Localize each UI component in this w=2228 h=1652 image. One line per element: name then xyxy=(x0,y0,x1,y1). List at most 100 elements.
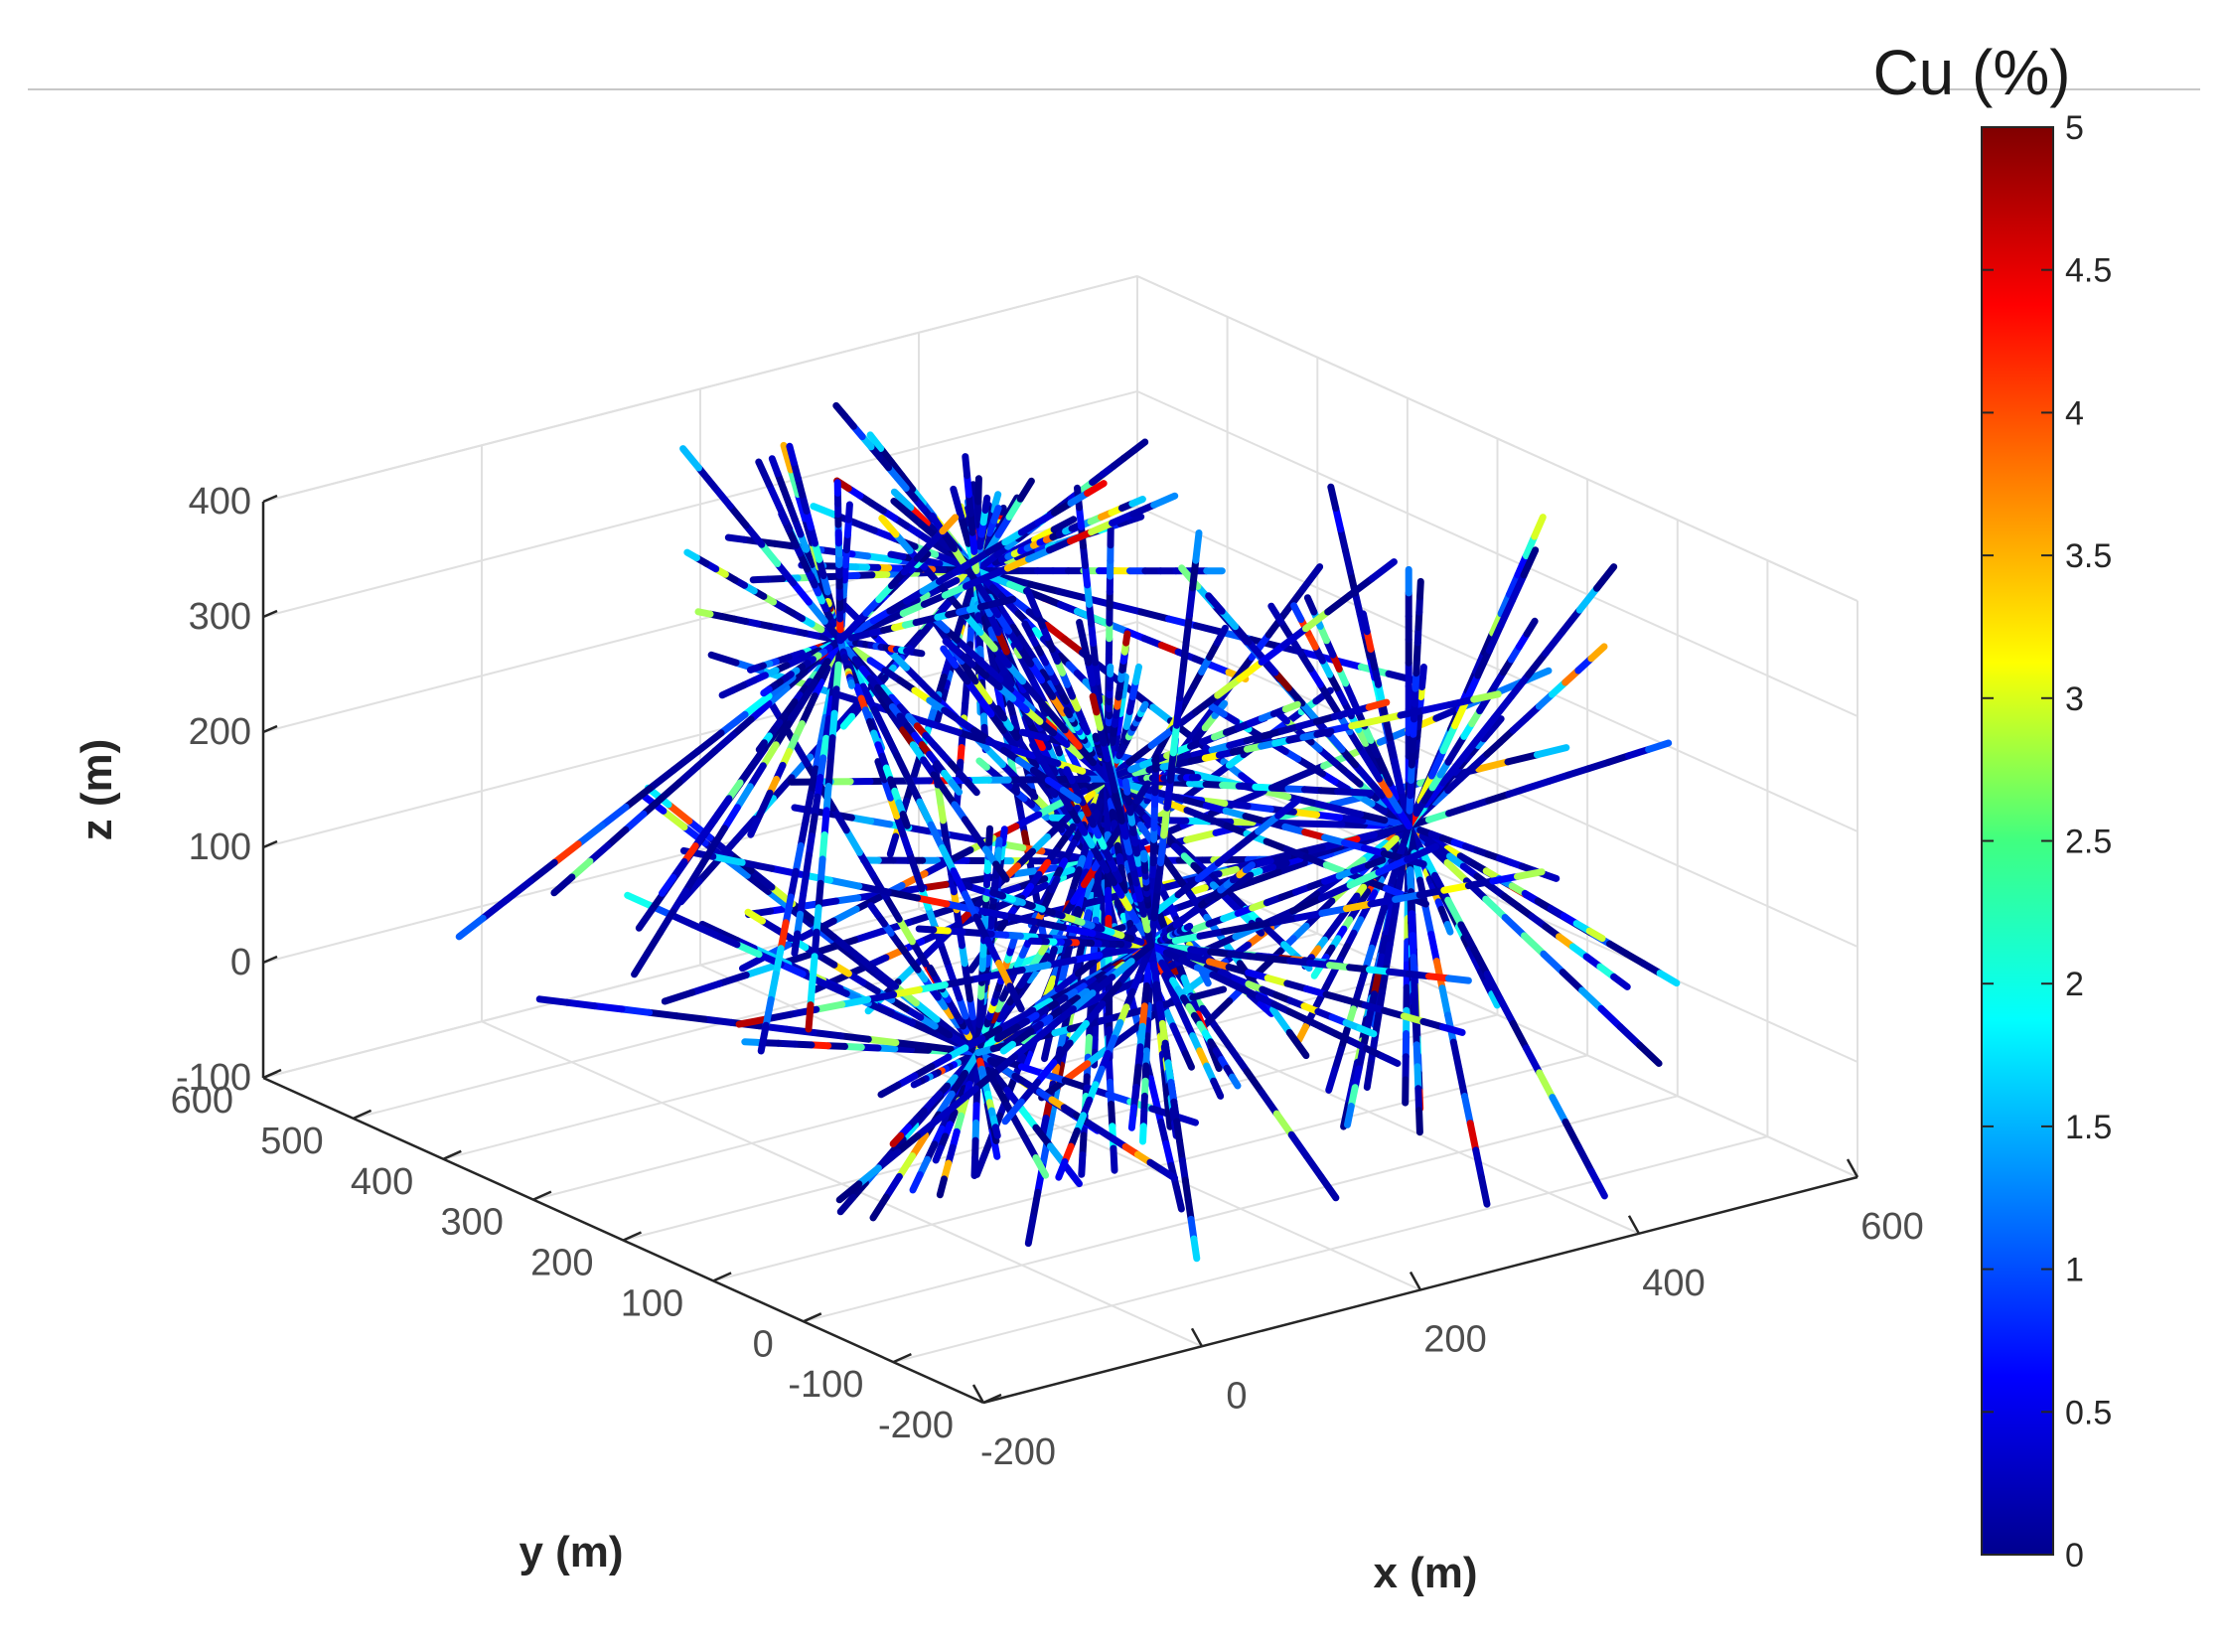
drillhole-segment xyxy=(1523,617,1539,638)
drillhole-segment xyxy=(1130,438,1149,454)
drillhole-segment xyxy=(1342,900,1375,913)
drillhole-segment xyxy=(817,713,829,747)
floor-grid-line xyxy=(893,1135,1768,1364)
drillhole-segment xyxy=(1078,1151,1087,1178)
drillhole-segment xyxy=(1050,516,1078,533)
drillhole-segment xyxy=(1457,921,1478,954)
drillhole-segment xyxy=(777,961,807,977)
drillhole-segment xyxy=(1214,1025,1237,1055)
drillhole-segment xyxy=(1344,1103,1355,1128)
drillhole-segment xyxy=(1129,501,1158,518)
drillhole-segment xyxy=(1444,896,1465,929)
drillhole-segment xyxy=(1509,571,1528,604)
drillhole-segment xyxy=(1561,1118,1582,1150)
drillhole-segment xyxy=(765,674,797,700)
drillhole-segment xyxy=(950,867,968,898)
drillhole-segment xyxy=(742,963,778,978)
drillhole-segment xyxy=(1541,870,1560,882)
drillhole-segment xyxy=(1464,877,1497,890)
drillhole-segment xyxy=(777,919,790,953)
drillhole-segment xyxy=(1497,590,1513,618)
drillhole-segment xyxy=(503,877,534,904)
z-axis-tick xyxy=(262,839,278,849)
drillhole-segment xyxy=(682,866,702,895)
drillhole-segment xyxy=(1029,741,1044,762)
drillhole-segment xyxy=(1564,765,1592,779)
drillhole-segment xyxy=(807,765,819,799)
drillhole-segment xyxy=(1346,574,1376,599)
y-axis-tick xyxy=(353,1109,372,1121)
drillhole-segment xyxy=(1018,728,1051,742)
drillhole-segment xyxy=(850,950,879,974)
drillhole-segment xyxy=(755,739,768,754)
z-tick-label: -100 xyxy=(176,1057,251,1099)
y-tick-label: 300 xyxy=(440,1202,503,1244)
drillhole-segment xyxy=(695,856,722,885)
drillhole-segment xyxy=(1293,820,1323,827)
drillhole-segment xyxy=(941,976,974,988)
drillhole-segment xyxy=(1455,1065,1468,1100)
drillhole-segment xyxy=(1018,962,1052,974)
drillhole-segment xyxy=(1378,1052,1402,1067)
drillhole-segment xyxy=(1223,822,1251,837)
drillhole-segment xyxy=(1156,831,1168,867)
drillhole-segment xyxy=(1015,777,1039,801)
drillhole-segment xyxy=(1230,871,1255,890)
drillhole-segment xyxy=(847,678,856,689)
drillhole-segment xyxy=(778,510,789,526)
drillhole-segment xyxy=(1332,805,1365,819)
drillhole-segment xyxy=(973,498,982,528)
drillhole-segment xyxy=(974,475,982,506)
drillhole-segment xyxy=(604,826,630,849)
drillhole-segment xyxy=(733,941,763,959)
drillhole-segment xyxy=(1176,667,1187,701)
drillhole-segment xyxy=(855,882,892,896)
drillhole-segment xyxy=(1001,1098,1025,1126)
drillhole-segment xyxy=(1012,811,1043,830)
drillhole-segment xyxy=(1196,928,1228,940)
drillhole-segment xyxy=(1210,1077,1225,1100)
y-tick-label: -100 xyxy=(788,1364,863,1406)
drillhole-segment xyxy=(694,608,714,618)
drillhole-segment xyxy=(1204,985,1228,997)
drillhole-segment xyxy=(1310,963,1324,979)
drillhole-segment xyxy=(1303,594,1318,616)
drillhole-segment xyxy=(1531,514,1547,540)
drillhole-segment xyxy=(909,1019,939,1037)
drillhole-segment xyxy=(965,779,980,797)
drillhole-segment xyxy=(1327,483,1340,512)
colorbar-title: Cu (%) xyxy=(1872,37,2070,108)
drillhole-segment xyxy=(1043,622,1069,643)
x-tick-label: 400 xyxy=(1642,1263,1705,1304)
drillhole-segment xyxy=(668,911,697,929)
drillhole-segment xyxy=(1449,1038,1463,1073)
drillhole-segment xyxy=(1119,673,1129,699)
drillhole-segment xyxy=(1182,817,1212,826)
drillhole-segment xyxy=(918,550,932,563)
drillhole-segment xyxy=(1244,1068,1265,1097)
z-axis-tick xyxy=(262,724,278,734)
drillhole-segment xyxy=(757,1021,770,1055)
drillhole-segment xyxy=(810,1029,845,1040)
drillhole-segment xyxy=(1125,742,1155,766)
drillhole-segment xyxy=(1131,892,1140,903)
drillhole-segment xyxy=(1610,973,1631,990)
drillhole-segment xyxy=(1139,700,1149,713)
drillhole-segment xyxy=(631,950,652,978)
drillhole-segment xyxy=(455,914,487,941)
drillhole-segment xyxy=(774,560,798,587)
drillhole-segment xyxy=(1293,909,1326,922)
drillhole-segment xyxy=(1089,974,1116,997)
x-axis-tick xyxy=(1190,1327,1204,1347)
drillhole-segment xyxy=(1147,725,1177,749)
drillhole-segment xyxy=(1545,771,1572,786)
drillhole-segment xyxy=(1472,1146,1485,1181)
drillhole-segment xyxy=(1189,556,1200,592)
drillhole-segment xyxy=(1414,1085,1423,1115)
drillhole-segment xyxy=(886,1009,916,1027)
drillhole-segment xyxy=(1264,608,1289,639)
drillhole-segment xyxy=(934,707,944,724)
drillhole-segment xyxy=(1477,1173,1491,1208)
drillhole-segment xyxy=(817,855,826,887)
